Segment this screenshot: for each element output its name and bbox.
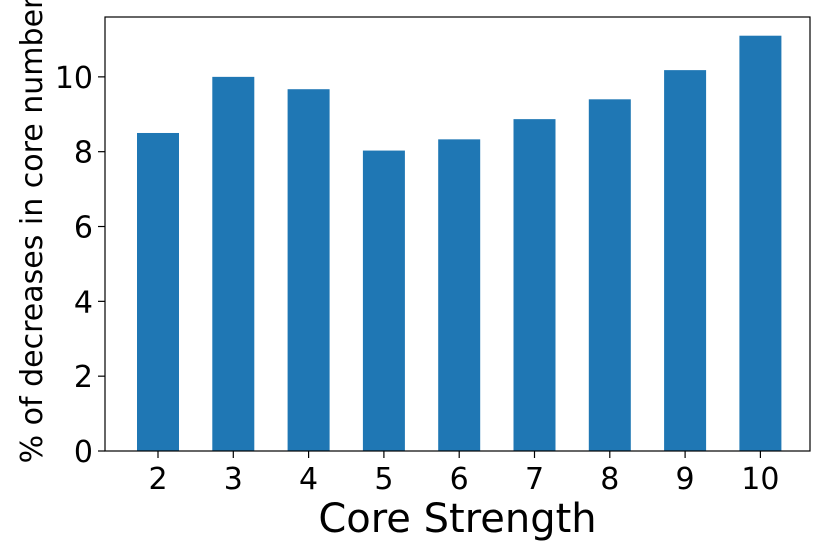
y-tick-label: 10 xyxy=(55,61,93,96)
bar-6 xyxy=(438,139,481,451)
y-axis-title: % of decreases in core number xyxy=(15,0,50,463)
bars-group xyxy=(137,35,782,452)
bar-2 xyxy=(137,132,179,451)
x-tick-label: 3 xyxy=(224,462,243,497)
bar-4 xyxy=(287,89,330,451)
x-tick-label: 10 xyxy=(741,462,779,497)
x-tick-label: 4 xyxy=(299,462,318,497)
x-tick-label: 2 xyxy=(148,462,167,497)
plot-frame xyxy=(104,16,811,452)
bar-3 xyxy=(212,76,255,452)
x-axis-title: Core Strength xyxy=(318,496,596,542)
y-tick-label: 0 xyxy=(74,435,93,470)
x-tick-label: 6 xyxy=(450,462,469,497)
y-tick-label: 4 xyxy=(74,285,93,320)
x-tick-label: 5 xyxy=(374,462,393,497)
bar-5 xyxy=(362,150,405,451)
x-tick-label: 7 xyxy=(525,462,544,497)
x-tick-label: 8 xyxy=(600,462,619,497)
y-axis: 0 2 4 6 8 10 xyxy=(55,61,105,470)
bar-10 xyxy=(739,35,782,451)
x-tick-label: 9 xyxy=(676,462,695,497)
y-tick-label: 6 xyxy=(74,211,93,246)
bar-9 xyxy=(664,70,707,451)
y-tick-label: 2 xyxy=(74,360,93,395)
bar-8 xyxy=(588,99,631,451)
y-tick-label: 8 xyxy=(74,136,93,171)
x-axis: 2 3 4 5 6 7 8 9 10 xyxy=(148,451,779,497)
bar-7 xyxy=(513,119,556,452)
